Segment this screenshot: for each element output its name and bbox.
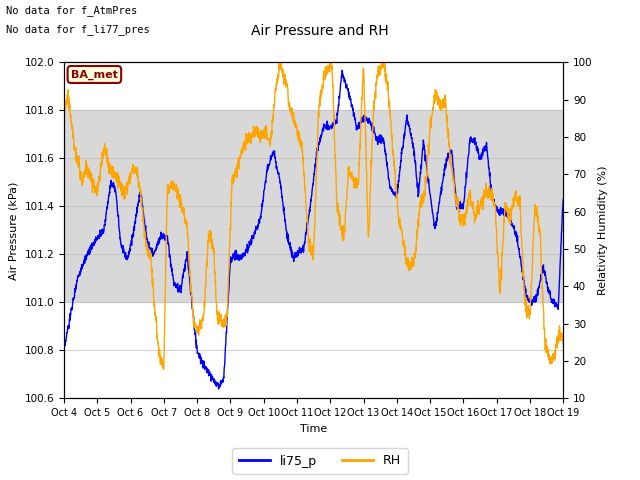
X-axis label: Time: Time <box>300 424 327 433</box>
Text: Air Pressure and RH: Air Pressure and RH <box>251 24 389 38</box>
Text: No data for f_AtmPres: No data for f_AtmPres <box>6 5 138 16</box>
Text: No data for f_li77_pres: No data for f_li77_pres <box>6 24 150 35</box>
Bar <box>64 110 563 302</box>
Legend: li75_p, RH: li75_p, RH <box>232 448 408 474</box>
Text: BA_met: BA_met <box>71 69 118 80</box>
Y-axis label: Air Pressure (kPa): Air Pressure (kPa) <box>9 181 19 279</box>
Y-axis label: Relativity Humidity (%): Relativity Humidity (%) <box>598 166 608 295</box>
